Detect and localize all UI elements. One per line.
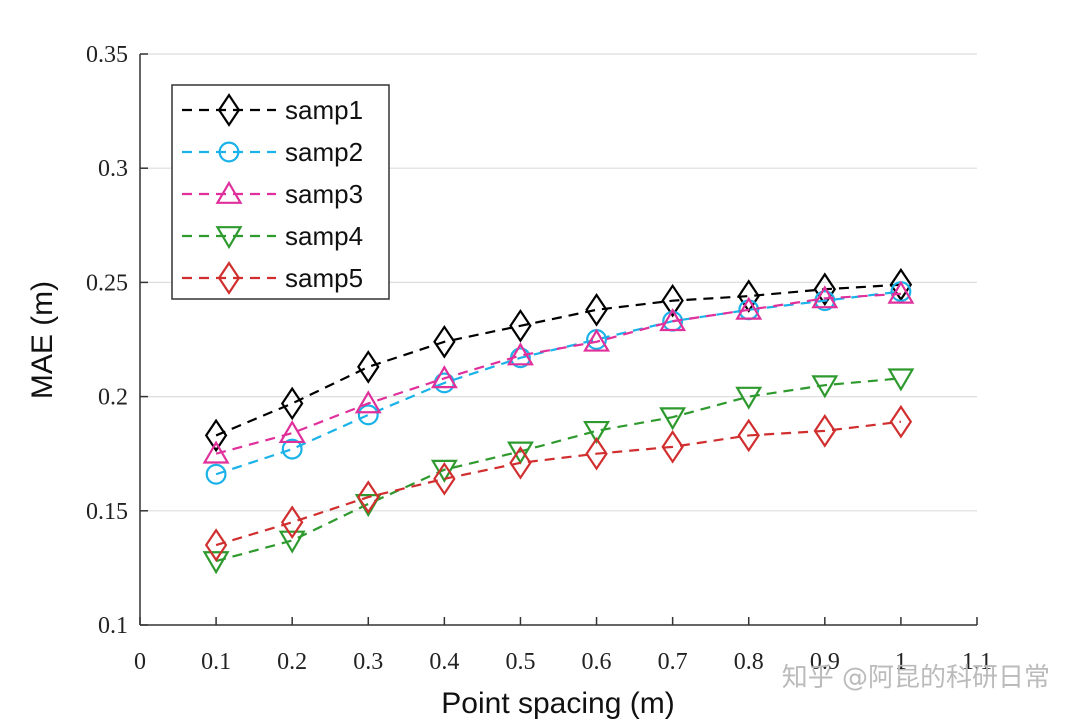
- data-point: [887, 280, 915, 304]
- legend-label: samp2: [285, 137, 363, 167]
- data-point: [280, 505, 304, 540]
- data-point: [354, 390, 382, 414]
- data-point: [735, 296, 763, 320]
- data-point: [583, 420, 611, 445]
- legend: samp1 samp2 samp3 samp4 samp5: [171, 84, 390, 300]
- data-point: [281, 438, 303, 460]
- data-point: [811, 375, 839, 399]
- data-point: [509, 446, 532, 480]
- data-point: [659, 308, 687, 332]
- data-point: [204, 418, 228, 453]
- x-tick-label: 0.3: [353, 649, 383, 675]
- data-point: [737, 418, 760, 453]
- data-point: [735, 386, 763, 410]
- series-line: [215, 290, 902, 476]
- legend-entry: samp3: [182, 179, 363, 209]
- series-samp1: [204, 267, 913, 453]
- series-line: [215, 283, 901, 437]
- data-point: [887, 368, 915, 392]
- x-tick-label: 0.6: [582, 649, 612, 675]
- legend-marker: [218, 141, 240, 163]
- data-point: [202, 551, 230, 575]
- x-tick-label: 0.1: [201, 649, 231, 675]
- y-axis-label: MAE (m): [26, 281, 59, 399]
- y-tick-label: 0.15: [86, 499, 128, 525]
- legend-box: [171, 84, 390, 300]
- data-point: [813, 414, 837, 448]
- data-point: [583, 328, 611, 352]
- data-point: [278, 419, 306, 444]
- x-tick-label: 1.1: [962, 649, 992, 675]
- series-line: [215, 420, 902, 547]
- legend-marker: [215, 226, 243, 250]
- x-tick-label: 0.4: [429, 649, 459, 675]
- series-line: [215, 292, 901, 455]
- legend-label: samp3: [285, 179, 363, 209]
- data-point: [585, 436, 608, 471]
- x-tick-label: 0.7: [658, 649, 688, 675]
- legend-marker: [217, 93, 241, 127]
- data-point: [889, 404, 913, 439]
- data-point: [811, 285, 839, 309]
- data-point: [202, 440, 230, 464]
- data-point: [585, 292, 608, 327]
- series-samp2: [205, 281, 912, 485]
- y-tick-label: 0.35: [86, 42, 128, 68]
- legend-entry: samp1: [182, 93, 363, 127]
- y-tick-label: 0.3: [98, 156, 128, 182]
- data-point: [659, 407, 687, 431]
- data-point: [506, 441, 534, 465]
- legend-marker: [215, 180, 243, 204]
- data-point: [889, 267, 913, 302]
- legend-label: samp4: [285, 221, 363, 251]
- x-tick-label: 0.8: [734, 649, 764, 675]
- data-point: [509, 308, 532, 343]
- data-point: [430, 365, 458, 389]
- legend-marker: [217, 261, 241, 295]
- legend-entry: samp2: [182, 137, 363, 167]
- x-axis-label: Point spacing (m): [441, 687, 674, 720]
- x-tick-label: 1: [895, 649, 907, 675]
- x-tick-label: 0.2: [277, 649, 307, 675]
- data-point: [433, 461, 456, 496]
- series-samp3: [202, 280, 915, 464]
- legend-label: samp5: [285, 263, 363, 293]
- data-point: [506, 342, 534, 366]
- series-line: [215, 377, 902, 563]
- series-samp4: [202, 368, 915, 575]
- legend-entry: samp5: [182, 261, 363, 295]
- data-point: [737, 279, 760, 313]
- data-point: [357, 480, 380, 514]
- y-tick-label: 0.1: [98, 613, 128, 639]
- data-point: [433, 324, 456, 359]
- legend-label: samp1: [285, 95, 363, 125]
- data-point: [278, 530, 306, 554]
- data-point: [280, 386, 304, 421]
- y-tick-label: 0.2: [98, 385, 128, 411]
- axes: 0.10.150.20.250.30.350 0.1 0.2 0.3 0.4 0.5 0.6…: [86, 42, 992, 675]
- data-point: [357, 404, 379, 426]
- x-tick-label: 0.5: [505, 649, 535, 675]
- data-point: [661, 283, 684, 318]
- y-tick-label: 0.25: [86, 270, 128, 296]
- data-point: [204, 528, 228, 562]
- watermark-text: 知乎 @阿昆的科研日常: [782, 663, 1050, 693]
- x-tick-label: 0: [134, 649, 146, 675]
- legend-entry: samp4: [182, 221, 363, 251]
- data-point: [205, 463, 227, 485]
- data-point: [357, 350, 380, 384]
- x-tick-label: 0.9: [810, 649, 840, 675]
- data-point: [661, 430, 684, 464]
- series-layer: [202, 267, 915, 575]
- data-point: [813, 272, 837, 307]
- series-samp5: [204, 404, 913, 562]
